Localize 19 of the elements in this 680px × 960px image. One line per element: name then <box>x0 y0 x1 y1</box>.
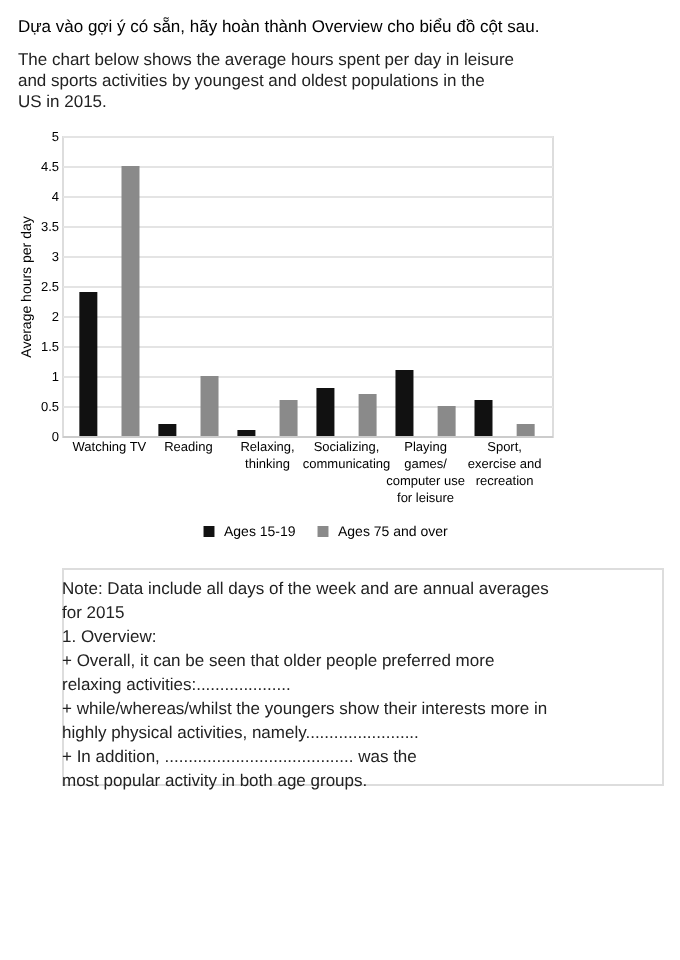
bar <box>474 400 493 436</box>
text: + while/whereas/whilst the youngers show their interests more in highly physical activities, namely........................ <box>62 698 548 742</box>
chart-title: Dựa vào gợi ý có sẵn, hãy hoàn thành Overview cho biểu đồ cột sau. <box>17 16 540 36</box>
text: Note: Data include all days of the week and are annual averages for 2015 <box>62 578 549 622</box>
bar <box>516 424 535 436</box>
text: 1. Overview: <box>62 626 157 646</box>
text: + In addition, ........................................ was the most popular activity in both age groups. <box>62 746 418 790</box>
bar <box>200 376 219 436</box>
bar <box>395 370 414 436</box>
bar <box>237 430 256 436</box>
bar <box>79 292 98 436</box>
bar <box>121 166 140 436</box>
bar <box>158 424 177 436</box>
bar <box>316 388 335 436</box>
bar <box>358 394 377 436</box>
text: + Overall, it can be seen that older people preferred more relaxing activities:.................... <box>62 650 495 694</box>
chart-subtitle: The chart below shows the average hours spent per day in leisure and sports activities by youngest and oldest populations in the US in 2015. <box>17 49 515 111</box>
bar <box>437 406 456 436</box>
bar <box>279 400 298 436</box>
